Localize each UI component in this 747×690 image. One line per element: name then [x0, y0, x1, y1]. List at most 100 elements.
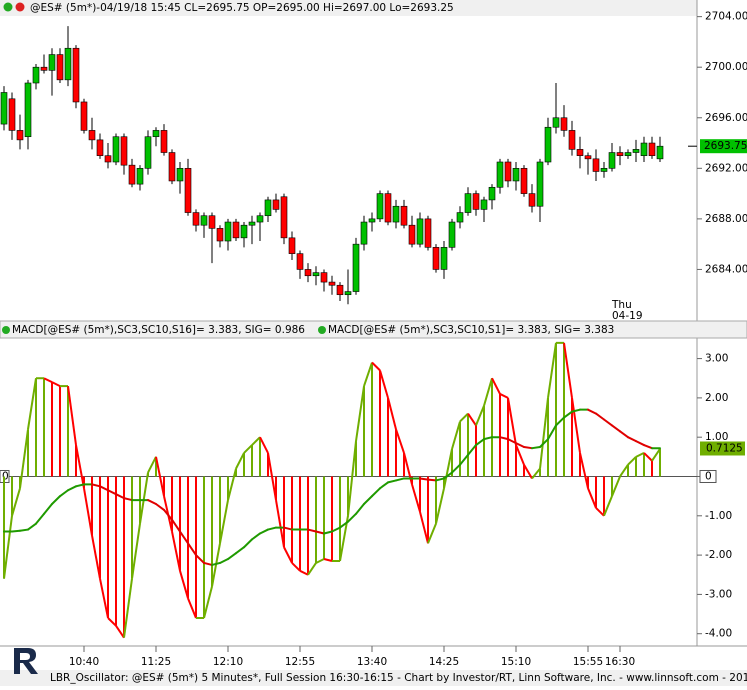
histogram-outline — [347, 441, 357, 516]
candle-body — [368, 218, 376, 223]
histogram-outline — [387, 397, 397, 430]
histogram-outline — [507, 397, 517, 446]
histogram-outline — [123, 578, 133, 638]
candle-body — [240, 224, 248, 239]
signal-line — [43, 503, 53, 515]
histogram-outline — [491, 377, 501, 395]
histogram-outline — [243, 444, 253, 454]
candle-body — [216, 228, 224, 242]
signal-line — [251, 532, 261, 541]
signal-line — [507, 438, 517, 445]
signal-line — [635, 440, 645, 447]
signal-line — [195, 554, 205, 564]
signal-line — [395, 477, 405, 482]
signal-line — [547, 424, 557, 441]
candle-body — [480, 199, 488, 210]
candle-body — [256, 215, 264, 223]
y-tick-label: 2700.00 — [705, 61, 747, 73]
signal-line — [51, 495, 61, 506]
signal-line — [315, 530, 325, 535]
histogram-outline — [51, 381, 61, 387]
candle-body — [504, 161, 512, 182]
histogram-outline — [291, 562, 301, 572]
candle-body — [32, 66, 40, 84]
histogram-outline — [323, 558, 333, 562]
signal-line — [643, 444, 653, 450]
histogram-outline — [27, 378, 37, 430]
histogram-outline — [75, 444, 85, 489]
y-tick-label: -1.00 — [705, 510, 732, 522]
legend-entry: MACD[@ES# (5m*),SC3,SC10,S1]= 3.383, SIG… — [328, 324, 614, 336]
signal-line — [603, 418, 613, 427]
last-price-box — [700, 139, 747, 154]
y-tick-label: 0 — [2, 470, 9, 482]
histogram-outline — [235, 452, 245, 470]
last-price-label: 2693.75 — [704, 140, 747, 152]
y-tick-label: 1.00 — [705, 431, 728, 443]
signal-line — [171, 518, 181, 533]
header-dot[interactable] — [15, 2, 25, 12]
candle-body — [648, 142, 656, 156]
signal-line — [147, 499, 157, 506]
signal-line — [627, 436, 637, 443]
signal-line — [91, 483, 101, 488]
candle-body — [416, 218, 424, 245]
candle-body — [456, 212, 464, 223]
signal-line — [339, 520, 349, 529]
signal-line — [587, 408, 597, 415]
plots: 2684.00 2688.00 2692.00 2696.00 2700.00 2704.… — [0, 11, 747, 668]
candle-body — [584, 155, 592, 160]
histogram-outline — [259, 436, 269, 454]
candle-body — [336, 284, 344, 296]
candle-body — [24, 82, 32, 138]
signal-line — [11, 529, 21, 533]
signal-line — [611, 424, 621, 433]
signal-line — [451, 463, 461, 474]
candle-body — [88, 130, 96, 141]
histogram-outline — [11, 488, 21, 517]
header-dot[interactable] — [3, 2, 13, 12]
signal-line — [483, 436, 493, 441]
candle-body — [616, 152, 624, 156]
histogram-outline — [467, 413, 477, 426]
candle-body — [152, 130, 160, 138]
histogram-outline — [315, 558, 325, 564]
candle-body — [632, 149, 640, 153]
y-tick-label: 2704.00 — [705, 11, 747, 23]
signal-line — [283, 526, 293, 531]
signal-line — [499, 436, 509, 441]
histogram-outline — [299, 569, 309, 576]
histogram-outline — [627, 456, 637, 466]
candle-body — [96, 139, 104, 156]
candle-body — [176, 168, 184, 182]
histogram-outline — [131, 523, 141, 579]
x-tick-label: 12:10 — [213, 656, 243, 668]
candle-body — [304, 269, 312, 277]
signal-line — [619, 430, 629, 439]
histogram-outline — [275, 499, 285, 548]
candle-body — [600, 168, 608, 172]
legend-dot — [318, 326, 326, 334]
signal-line — [155, 503, 165, 511]
last-value-label: 0.7125 — [706, 442, 743, 454]
histogram-outline — [171, 531, 181, 572]
signal-line — [187, 542, 197, 557]
y-tick-label: 0 — [705, 470, 712, 482]
x-tick-label: 10:40 — [69, 656, 99, 668]
signal-line — [99, 485, 109, 492]
signal-line — [179, 530, 189, 545]
candle-body — [0, 92, 8, 125]
footer-bar — [0, 670, 747, 686]
histogram-outline — [443, 448, 453, 489]
histogram-outline — [115, 625, 125, 639]
histogram-outline — [203, 586, 213, 619]
candle-body — [552, 117, 560, 128]
logo-mark — [14, 648, 38, 674]
signal-line — [259, 528, 269, 535]
signal-line — [475, 438, 485, 447]
y-tick-label: -4.00 — [705, 628, 732, 640]
candle-body — [312, 272, 320, 277]
histogram-outline — [147, 456, 157, 474]
candle-body — [184, 168, 192, 213]
